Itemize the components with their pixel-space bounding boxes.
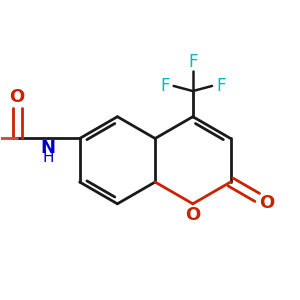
Text: O: O <box>10 88 25 106</box>
Text: N: N <box>40 139 56 157</box>
Text: F: F <box>216 77 226 95</box>
Text: O: O <box>185 206 200 224</box>
Text: F: F <box>188 53 198 71</box>
Text: F: F <box>160 77 170 95</box>
Text: O: O <box>259 194 274 212</box>
Text: H: H <box>42 150 54 165</box>
